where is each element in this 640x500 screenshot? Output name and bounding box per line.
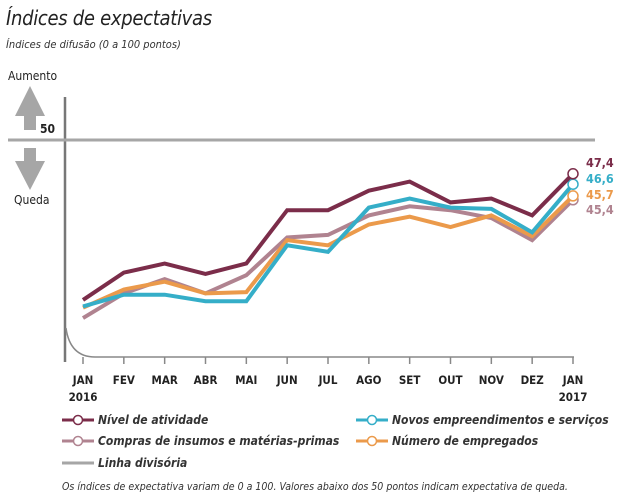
arrow-up-icon: [15, 86, 45, 130]
footnote: Os índices de expectativa variam de 0 a …: [62, 481, 568, 493]
x-tick-label: MAR: [152, 373, 178, 387]
end-value-label: 45,4: [586, 202, 614, 217]
legend-label: Número de empregados: [392, 434, 539, 448]
x-tick-label: NOV: [479, 373, 504, 387]
end-point-marker: [567, 168, 579, 180]
legend-marker-icon: [62, 435, 94, 447]
legend-label: Linha divisória: [98, 456, 188, 470]
series-line: [82, 182, 575, 309]
x-year-label: 2017: [559, 390, 588, 404]
x-axis-line: [65, 327, 574, 358]
x-tick-label: SET: [399, 373, 421, 387]
decrease-label: Queda: [14, 193, 50, 207]
chart-title: Índices de expectativas: [6, 6, 212, 30]
series-line: [82, 194, 575, 310]
end-value-label: 46,6: [586, 171, 614, 186]
legend-marker-icon: [356, 435, 388, 447]
end-point-marker: [567, 178, 579, 190]
legend-line-icon: [62, 461, 94, 465]
end-value-label: 47,4: [586, 155, 614, 170]
increase-label: Aumento: [8, 69, 58, 83]
x-tick-label: JUN: [276, 373, 298, 387]
reference-value-label: 50: [40, 122, 56, 136]
legend-item-compras-insumos: Compras de insumos e matérias-primas: [62, 434, 339, 448]
legend-item-linha-divisoria: Linha divisória: [62, 456, 187, 470]
legend-marker-icon: [62, 414, 94, 426]
arrow-down-icon: [15, 148, 45, 190]
x-tick-label: DEZ: [521, 373, 545, 387]
legend-label: Nível de atividade: [98, 413, 209, 427]
x-tick-label: JUL: [318, 373, 338, 387]
legend-marker-icon: [356, 414, 388, 426]
x-year-label: 2016: [69, 390, 98, 404]
x-tick-label: AGO: [356, 373, 381, 387]
legend-label: Compras de insumos e matérias-primas: [98, 434, 340, 448]
x-tick-label: FEV: [113, 373, 135, 387]
legend-label: Novos empreendimentos e serviços: [392, 413, 609, 427]
x-tick-label: OUT: [438, 373, 462, 387]
legend-item-nivel-atividade: Nível de atividade: [62, 413, 208, 427]
x-tick-label: MAI: [235, 373, 257, 387]
x-tick-label: JAN: [562, 373, 584, 387]
series-line: [81, 198, 575, 320]
x-tick-label: ABR: [194, 373, 218, 387]
series-line: [81, 172, 575, 302]
chart-subtitle: Índices de difusão (0 a 100 pontos): [6, 38, 181, 51]
x-tick-label: JAN: [72, 373, 94, 387]
legend-item-numero-empregados: Número de empregados: [356, 434, 538, 448]
legend-item-novos-empreendimentos: Novos empreendimentos e serviços: [356, 413, 609, 427]
end-point-marker: [567, 190, 579, 202]
end-value-label: 45,7: [586, 187, 614, 202]
